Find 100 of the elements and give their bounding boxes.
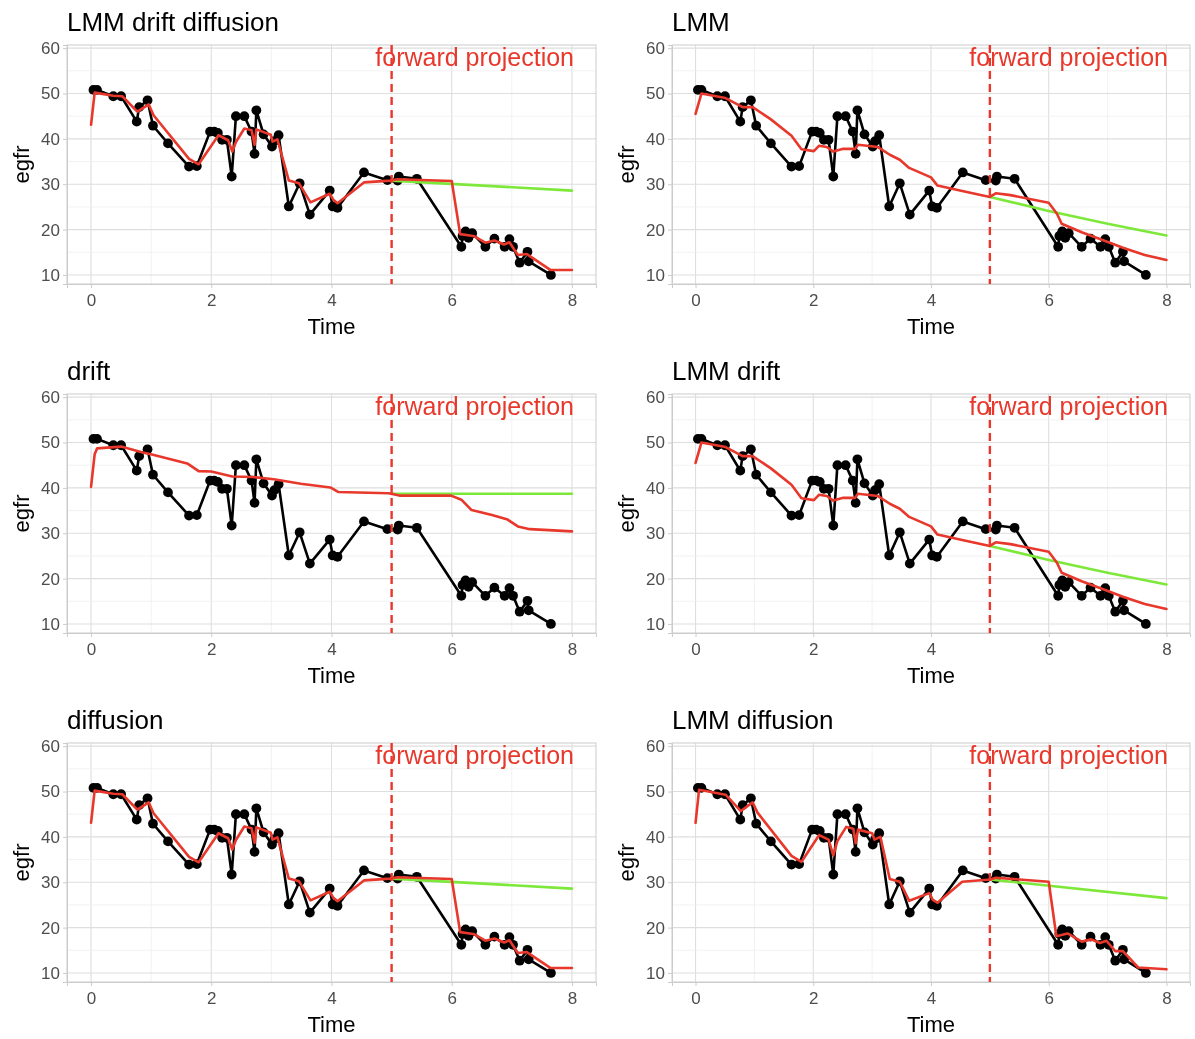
x-tick-label: 6 — [447, 640, 457, 660]
point — [251, 454, 262, 465]
point — [1110, 257, 1121, 268]
x-tick-label: 4 — [327, 989, 337, 1009]
ref-line-label: forward projection — [969, 43, 1168, 71]
point — [304, 209, 315, 220]
point — [294, 527, 305, 538]
y-tick-label: 40 — [646, 478, 665, 498]
point — [884, 201, 895, 212]
point — [884, 899, 895, 910]
y-tick-label: 10 — [646, 963, 665, 983]
y-axis-title: egfr — [9, 843, 34, 882]
point — [251, 803, 262, 814]
point — [745, 95, 756, 106]
point — [1110, 955, 1121, 966]
point — [283, 899, 294, 910]
y-tick-label: 20 — [646, 918, 665, 938]
y-tick-label: 30 — [646, 524, 665, 544]
y-tick-label: 60 — [646, 388, 665, 408]
point — [546, 270, 556, 280]
y-tick-label: 20 — [41, 918, 60, 938]
y-tick-label: 50 — [646, 84, 665, 104]
x-tick-label: 2 — [809, 291, 819, 311]
point — [904, 558, 915, 569]
x-axis-title: Time — [906, 1012, 956, 1037]
point — [894, 178, 905, 189]
x-tick-label: 2 — [207, 989, 217, 1009]
y-tick-label: 60 — [41, 39, 60, 59]
x-tick-label: 4 — [926, 291, 937, 311]
y-axis-title: egfr — [614, 145, 639, 184]
y-axis-title: egfr — [9, 145, 34, 184]
point — [504, 583, 515, 593]
point — [148, 818, 158, 829]
x-axis-title: Time — [307, 314, 356, 339]
point — [226, 520, 237, 531]
x-tick-label: 6 — [447, 989, 457, 1009]
point — [514, 257, 525, 268]
point — [766, 138, 776, 149]
point — [957, 865, 968, 876]
point — [1053, 590, 1064, 601]
point — [239, 111, 250, 122]
x-tick-label: 4 — [926, 989, 937, 1009]
y-tick-label: 50 — [41, 84, 60, 104]
point — [745, 444, 756, 455]
y-tick-label: 20 — [41, 220, 60, 240]
x-axis-title: Time — [906, 663, 956, 688]
y-tick-label: 30 — [41, 524, 60, 544]
point — [131, 116, 142, 127]
y-tick-label: 40 — [41, 129, 60, 149]
chart-title: LMM drift — [672, 356, 782, 386]
point — [832, 460, 843, 471]
chart-title: diffusion — [67, 705, 164, 735]
x-tick-label: 2 — [809, 640, 819, 660]
point — [1110, 606, 1121, 617]
chart-title: LMM drift diffusion — [67, 7, 279, 37]
y-tick-label: 50 — [41, 782, 60, 802]
y-tick-label: 10 — [646, 265, 665, 285]
point — [163, 487, 173, 498]
point — [874, 479, 885, 490]
point — [852, 454, 863, 465]
point — [480, 590, 491, 601]
x-tick-label: 2 — [809, 989, 819, 1009]
point — [304, 907, 315, 918]
point — [850, 846, 861, 857]
x-tick-label: 4 — [327, 291, 337, 311]
point — [850, 148, 861, 159]
point — [508, 590, 518, 601]
x-tick-label: 0 — [691, 989, 701, 1009]
point — [852, 803, 863, 814]
x-tick-label: 8 — [1162, 989, 1172, 1009]
point — [1140, 619, 1151, 629]
point — [1119, 256, 1129, 267]
point — [283, 201, 294, 212]
y-tick-label: 10 — [646, 614, 665, 634]
y-tick-label: 30 — [41, 175, 60, 195]
y-tick-label: 20 — [41, 569, 60, 589]
point — [148, 120, 158, 131]
point — [522, 595, 533, 606]
point — [751, 818, 762, 829]
y-tick-label: 40 — [646, 827, 665, 847]
point — [894, 527, 905, 538]
x-tick-label: 6 — [447, 291, 457, 311]
y-tick-label: 30 — [41, 873, 60, 893]
point — [884, 550, 895, 561]
point — [1009, 522, 1020, 533]
point — [751, 120, 762, 131]
x-tick-label: 8 — [567, 989, 578, 1009]
x-axis-title: Time — [906, 314, 956, 339]
y-tick-label: 30 — [646, 175, 665, 195]
x-tick-label: 6 — [1044, 291, 1054, 311]
x-tick-label: 6 — [1044, 989, 1054, 1009]
point — [735, 814, 746, 825]
point — [131, 814, 142, 825]
point — [794, 161, 805, 171]
point — [859, 129, 870, 140]
point — [231, 809, 241, 820]
point — [163, 138, 173, 149]
chart-title: LMM — [672, 7, 730, 37]
point — [456, 590, 467, 601]
point — [251, 105, 262, 116]
